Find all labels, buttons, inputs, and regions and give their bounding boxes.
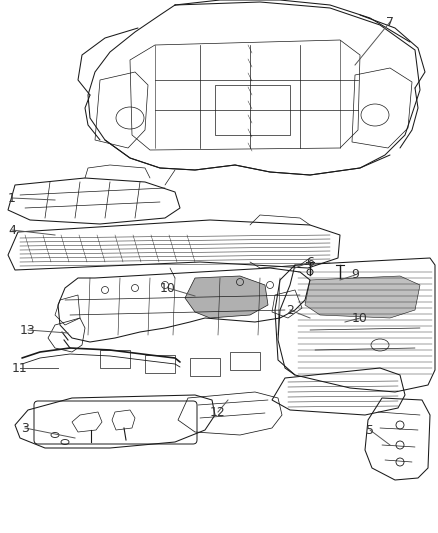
Bar — [100, 350, 130, 368]
Text: 5: 5 — [366, 424, 374, 437]
Bar — [230, 352, 260, 370]
Text: 6: 6 — [306, 255, 314, 269]
Text: 7: 7 — [386, 15, 394, 28]
Polygon shape — [305, 276, 420, 318]
Text: 10: 10 — [160, 281, 176, 295]
Bar — [190, 358, 220, 376]
Text: 10: 10 — [352, 311, 368, 325]
Text: 2: 2 — [286, 303, 294, 317]
Text: 4: 4 — [8, 223, 16, 237]
Text: 12: 12 — [210, 406, 226, 418]
Text: 11: 11 — [12, 361, 28, 375]
Bar — [215, 85, 290, 135]
Bar — [145, 355, 175, 373]
Text: 3: 3 — [21, 422, 29, 434]
Text: 1: 1 — [8, 191, 16, 205]
Polygon shape — [185, 276, 268, 318]
Text: 9: 9 — [351, 269, 359, 281]
Text: 13: 13 — [20, 324, 36, 336]
